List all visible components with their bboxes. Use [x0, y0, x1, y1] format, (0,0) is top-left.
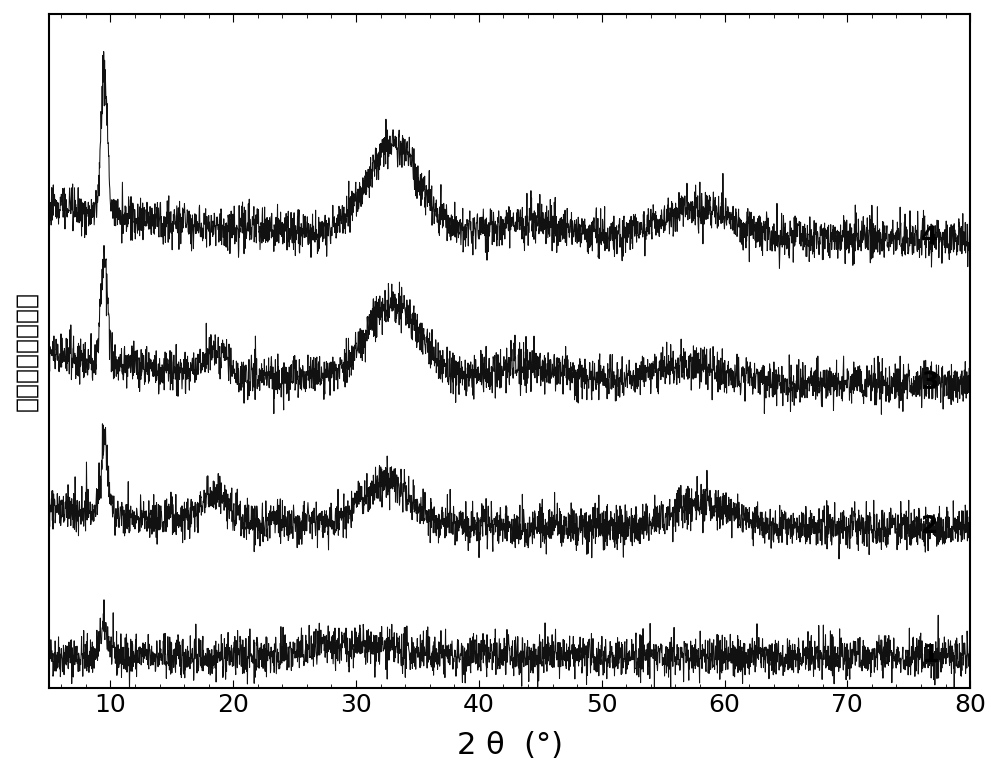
Text: 1: 1	[921, 642, 939, 666]
X-axis label: 2 θ  (°): 2 θ (°)	[457, 731, 563, 760]
Y-axis label: 强度（任意单位）: 强度（任意单位）	[14, 291, 38, 411]
Text: 4: 4	[921, 225, 938, 249]
Text: 3: 3	[921, 370, 938, 394]
Text: 2: 2	[921, 515, 938, 539]
